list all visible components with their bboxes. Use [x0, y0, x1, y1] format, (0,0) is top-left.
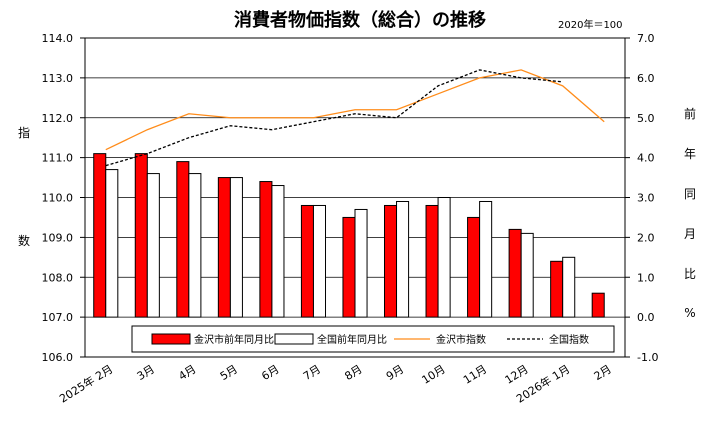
- bar-kanazawa-yoy: [591, 292, 605, 318]
- bar-kanazawa-yoy: [425, 204, 439, 318]
- x-tick-label: 9月: [384, 363, 406, 384]
- bar-national-yoy: [562, 256, 576, 318]
- x-tick-label: 11月: [461, 363, 489, 387]
- bar-national-yoy: [105, 169, 119, 318]
- x-tick-label: 5月: [218, 363, 240, 384]
- legend-label: 全国前年同月比: [317, 333, 387, 346]
- left-tick-label: 111.0: [42, 152, 74, 165]
- x-tick-label: 4月: [176, 363, 198, 384]
- base-year-note: 2020年＝100: [558, 20, 623, 31]
- bar-national-yoy: [437, 197, 451, 318]
- left-tick-label: 113.0: [42, 72, 74, 85]
- right-tick-label: 5.0: [637, 112, 655, 125]
- bar-kanazawa-yoy: [508, 228, 522, 318]
- bar-national-yoy: [146, 173, 160, 318]
- legend-label: 金沢市前年同月比: [194, 333, 274, 346]
- right-axis-label: 前: [684, 106, 696, 121]
- right-axis-label: %: [684, 306, 695, 320]
- right-axis-label: 比: [684, 267, 696, 281]
- bar-national-yoy: [271, 185, 285, 318]
- bar-national-yoy: [188, 173, 202, 318]
- x-tick-label: 12月: [503, 363, 531, 387]
- x-tick-label: 8月: [342, 363, 364, 384]
- left-axis-label: 指: [18, 125, 30, 140]
- right-axis-label: 月: [684, 227, 696, 241]
- bar-kanazawa-yoy: [93, 153, 107, 318]
- x-tick-label: 3月: [135, 363, 157, 384]
- legend-swatch: [151, 333, 191, 345]
- right-axis-label: 同: [684, 187, 696, 201]
- right-tick-label: 2.0: [637, 231, 655, 244]
- x-tick-label: 2月: [592, 363, 614, 384]
- left-tick-label: 107.0: [42, 311, 74, 324]
- bar-kanazawa-yoy: [300, 204, 314, 318]
- legend-label: 金沢市指数: [436, 333, 486, 346]
- bar-national-yoy: [520, 232, 534, 318]
- bar-kanazawa-yoy: [176, 161, 190, 318]
- x-tick-label: 6月: [259, 363, 281, 384]
- bar-kanazawa-yoy: [467, 216, 481, 318]
- right-tick-label: 4.0: [637, 152, 655, 165]
- left-tick-label: 106.0: [42, 351, 74, 364]
- left-tick-label: 109.0: [42, 231, 74, 244]
- x-tick-label: 10月: [420, 363, 448, 387]
- x-tick-label: 2025年 2月: [57, 362, 116, 406]
- bar-kanazawa-yoy: [550, 260, 564, 318]
- legend-label: 全国指数: [549, 333, 589, 346]
- right-tick-label: 3.0: [637, 192, 655, 205]
- left-axis-label: 数: [18, 233, 30, 248]
- national-index-line: [105, 69, 563, 167]
- right-tick-label: 1.0: [637, 271, 655, 284]
- right-tick-label: -1.0: [637, 351, 658, 364]
- bar-national-yoy: [312, 204, 327, 318]
- chart-title: 消費者物価指数（総合）の推移: [234, 10, 486, 31]
- left-tick-label: 108.0: [42, 271, 74, 284]
- kanazawa-index-line: [105, 69, 605, 151]
- bar-national-yoy: [396, 200, 410, 318]
- right-tick-label: 0.0: [637, 311, 655, 324]
- right-tick-label: 6.0: [637, 72, 655, 85]
- bar-kanazawa-yoy: [217, 177, 231, 318]
- bar-kanazawa-yoy: [383, 204, 398, 318]
- bar-national-yoy: [354, 208, 368, 318]
- left-tick-label: 112.0: [42, 112, 74, 125]
- left-tick-label: 114.0: [42, 32, 74, 45]
- bar-kanazawa-yoy: [342, 216, 356, 318]
- right-tick-label: 7.0: [637, 32, 655, 45]
- bar-kanazawa-yoy: [259, 181, 273, 318]
- bar-kanazawa-yoy: [134, 153, 148, 318]
- right-axis-label: 年: [684, 147, 696, 161]
- left-tick-label: 110.0: [42, 192, 74, 205]
- x-tick-label: 7月: [301, 363, 323, 384]
- bar-national-yoy: [229, 177, 243, 318]
- legend-swatch: [274, 333, 314, 345]
- bar-national-yoy: [479, 200, 493, 318]
